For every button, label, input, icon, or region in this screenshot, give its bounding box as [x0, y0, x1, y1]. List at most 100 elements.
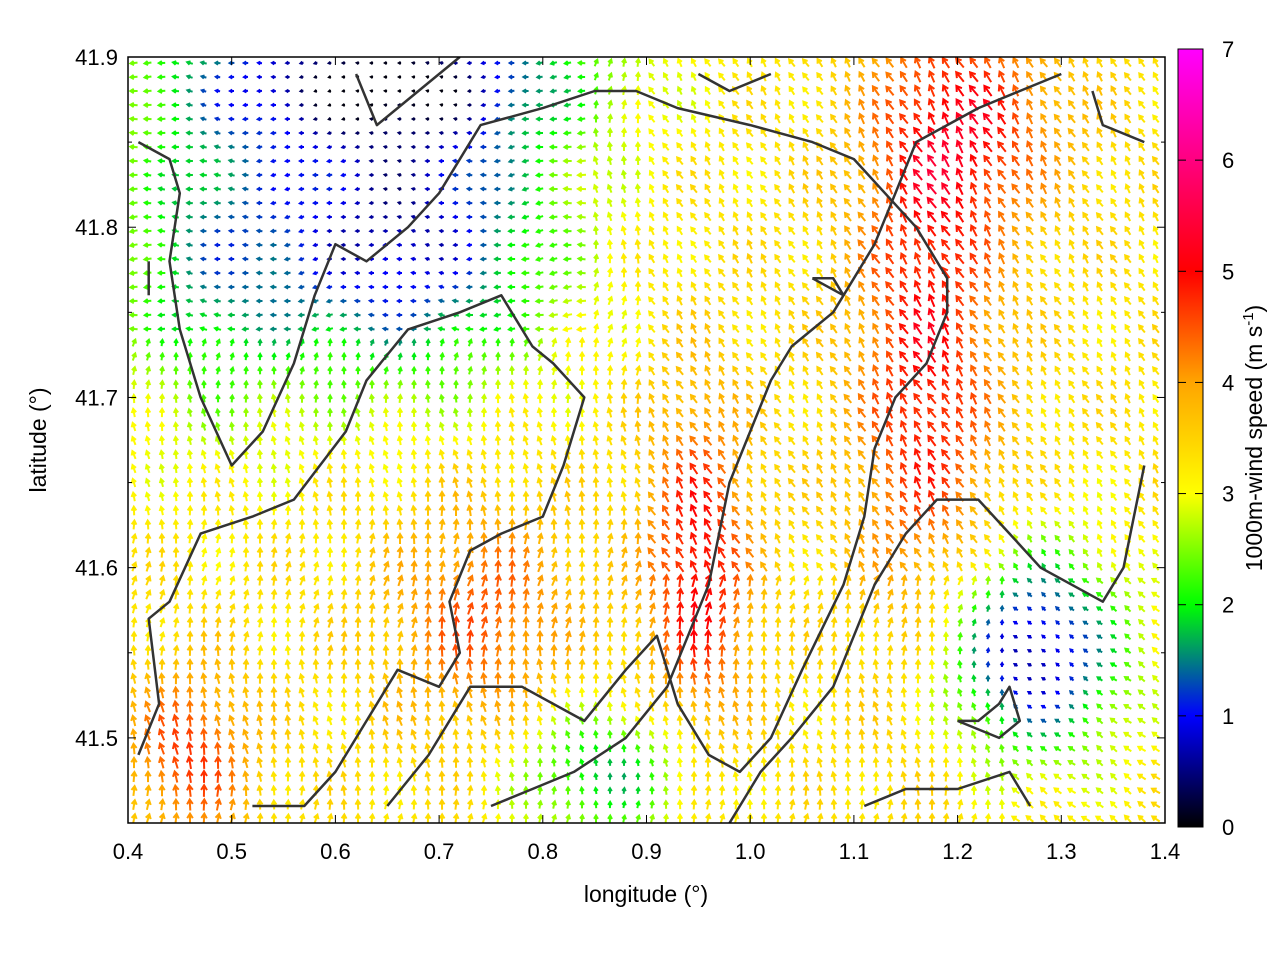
wind-vector	[243, 365, 249, 375]
wind-vector	[355, 338, 361, 347]
wind-vector	[732, 155, 740, 166]
wind-vector	[523, 337, 529, 347]
wind-vector	[410, 448, 418, 460]
wind-vector	[382, 89, 388, 93]
wind-vector	[243, 352, 249, 361]
wind-vector	[718, 686, 726, 699]
wind-vector	[562, 242, 572, 248]
wind-vector	[507, 326, 516, 332]
wind-vector	[507, 158, 515, 164]
wind-vector	[256, 728, 264, 741]
wind-vector	[871, 392, 880, 405]
wind-vector	[326, 490, 334, 502]
wind-vector	[550, 729, 557, 739]
wind-vector	[493, 200, 501, 206]
wind-vector	[788, 183, 796, 194]
wind-vector	[213, 200, 221, 206]
wind-vector	[997, 393, 1007, 404]
wind-vector	[1080, 787, 1090, 794]
wind-vector	[227, 284, 235, 290]
wind-vector	[578, 420, 586, 432]
wind-vector	[508, 699, 516, 713]
wind-vector	[620, 532, 628, 545]
wind-vector	[229, 589, 236, 600]
wind-vector	[368, 644, 376, 656]
wind-vector	[213, 284, 221, 290]
wind-vector	[844, 463, 852, 474]
wind-vector	[1095, 407, 1104, 418]
wind-vector	[1110, 605, 1118, 612]
wind-vector	[773, 422, 782, 432]
wind-vector	[829, 155, 838, 166]
wind-vector	[1096, 634, 1103, 640]
wind-vector	[396, 770, 404, 782]
wind-vector	[298, 88, 304, 94]
wind-vector	[1039, 57, 1049, 68]
wind-vector	[746, 505, 754, 516]
wind-vector	[186, 713, 194, 727]
wind-vector	[536, 615, 544, 629]
wind-vector	[466, 435, 473, 446]
wind-vector	[705, 812, 712, 823]
wind-vector	[802, 253, 810, 264]
wind-vector	[942, 631, 950, 641]
wind-vector	[130, 755, 138, 769]
wind-vector	[871, 267, 881, 279]
wind-vector	[1068, 393, 1076, 404]
wind-vector	[312, 546, 320, 558]
wind-vector	[437, 298, 445, 304]
wind-vector	[382, 504, 390, 516]
wind-vector	[326, 270, 333, 276]
wind-vector	[1152, 183, 1160, 194]
wind-vector	[789, 602, 796, 614]
wind-vector	[270, 812, 278, 823]
wind-vector	[578, 574, 586, 586]
wind-vector	[940, 196, 951, 209]
wind-vector	[284, 449, 291, 460]
wind-vector	[718, 86, 726, 96]
wind-vector	[383, 574, 390, 586]
wind-vector	[451, 172, 459, 178]
wind-vector	[452, 449, 459, 460]
wind-vector	[142, 214, 152, 220]
wind-vector	[368, 172, 374, 178]
wind-vector	[759, 184, 768, 193]
wind-vector	[172, 490, 180, 502]
x-tick-label: 1.0	[735, 839, 766, 864]
wind-vector	[382, 130, 388, 136]
wind-vector	[396, 270, 402, 276]
wind-vector	[1012, 449, 1020, 460]
wind-vector	[493, 158, 501, 164]
wind-vector	[815, 100, 824, 110]
wind-vector	[760, 644, 768, 656]
wind-vector	[340, 518, 348, 530]
wind-vector	[214, 102, 221, 108]
wind-vector	[522, 559, 530, 573]
wind-vector	[521, 214, 530, 220]
wind-vector	[284, 812, 292, 823]
wind-vector	[1053, 323, 1062, 334]
wind-vector	[536, 588, 544, 601]
wind-vector	[256, 658, 264, 670]
wind-vector	[156, 242, 166, 248]
wind-vector	[142, 130, 152, 136]
wind-vector	[1110, 379, 1117, 390]
wind-vector	[955, 210, 965, 223]
wind-vector	[745, 533, 754, 544]
wind-vector	[172, 532, 180, 544]
wind-vector	[256, 407, 263, 418]
wind-vector	[703, 435, 713, 446]
wind-vector	[410, 256, 417, 262]
wind-vector	[816, 365, 824, 376]
wind-vector	[229, 561, 236, 572]
wind-vector	[438, 742, 446, 754]
wind-vector	[312, 701, 319, 712]
wind-vector	[773, 197, 782, 208]
wind-vector	[452, 587, 460, 601]
colorbar-tick-label: 7	[1222, 37, 1234, 62]
wind-vector	[1123, 676, 1132, 682]
wind-vector	[815, 127, 824, 138]
wind-vector	[927, 139, 937, 154]
wind-vector	[1040, 239, 1048, 250]
wind-vector	[1053, 113, 1062, 124]
